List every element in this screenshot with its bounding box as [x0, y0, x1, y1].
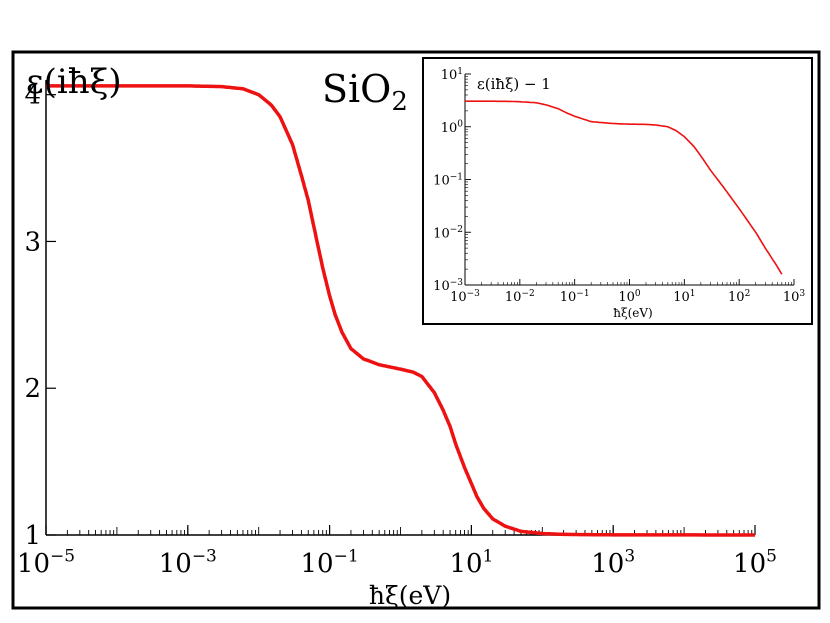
inset-y-axis-label: ε(iħξ) − 1 — [477, 75, 551, 93]
main-x-tick-label-base: 10 — [17, 549, 50, 579]
main-x-tick-label-exponent: 1 — [483, 547, 494, 567]
main-x-tick-label-exponent: 3 — [624, 547, 635, 567]
inset-chart: 10−3 10−2 10−1 100 101 102 10310−310−210−11001… — [423, 58, 812, 324]
main-x-tick-label-base: 10 — [733, 549, 766, 579]
figure-canvas: 10−5 10−3 10−1 101 103 1051234 ε(iħξ) ħξ(eV) … — [0, 0, 830, 623]
inset-y-tick-label-exponent: −1 — [450, 172, 463, 182]
inset-y-tick-label-base: 10 — [441, 68, 458, 83]
inset-y-tick-label-base: 10 — [433, 174, 450, 189]
inset-x-tick-label-exponent: −2 — [521, 289, 534, 299]
main-y-axis-label: ε(iħξ) — [26, 62, 122, 102]
main-x-tick-label-base: 10 — [159, 549, 192, 579]
inset-x-tick-label-exponent: 0 — [635, 289, 641, 299]
inset-x-tick-label-base: 10 — [450, 290, 467, 305]
main-x-tick-label-base: 10 — [449, 549, 482, 579]
inset-y-tick-label-exponent: 1 — [457, 67, 463, 77]
main-x-tick-label-exponent: −1 — [334, 547, 359, 567]
main-y-tick-label: 1 — [24, 521, 41, 551]
main-x-tick-label-exponent: −3 — [192, 547, 217, 567]
main-x-tick-label-exponent: −5 — [50, 547, 75, 567]
inset-x-tick-label-base: 10 — [728, 290, 745, 305]
inset-y-tick-label-base: 10 — [433, 279, 450, 294]
inset-x-tick-label-exponent: −3 — [467, 289, 481, 299]
main-x-axis-label: ħξ(eV) — [369, 581, 451, 610]
inset-y-tick-label-base: 10 — [433, 226, 450, 241]
main-x-tick-label-base: 10 — [301, 549, 334, 579]
inset-x-tick-label-base: 10 — [560, 290, 577, 305]
main-y-tick-label: 3 — [24, 227, 41, 257]
inset-x-tick-label-exponent: 2 — [745, 289, 751, 299]
inset-x-tick-label-exponent: 3 — [799, 289, 805, 299]
material-annotation-subscript: 2 — [391, 87, 408, 117]
inset-y-tick-label-exponent: −2 — [450, 225, 463, 235]
inset-x-tick-label-base: 10 — [505, 290, 522, 305]
inset-x-tick-label-base: 10 — [783, 290, 800, 305]
inset-x-axis-label: ħξ(eV) — [613, 306, 652, 320]
inset-x-tick-label-base: 10 — [618, 290, 635, 305]
inset-y-tick-label-exponent: −3 — [450, 278, 464, 288]
inset-y-tick-label-base: 10 — [441, 121, 458, 136]
inset-x-tick-label-exponent: 1 — [690, 289, 696, 299]
material-annotation-base: SiO — [322, 67, 391, 111]
inset-y-tick-label-exponent: 0 — [457, 120, 463, 130]
main-x-tick-label-exponent: 5 — [766, 547, 777, 567]
inset-x-tick-label-exponent: −1 — [576, 289, 589, 299]
main-y-tick-label: 2 — [24, 374, 41, 404]
main-x-tick-label-base: 10 — [591, 549, 624, 579]
inset-x-tick-label-base: 10 — [673, 290, 690, 305]
